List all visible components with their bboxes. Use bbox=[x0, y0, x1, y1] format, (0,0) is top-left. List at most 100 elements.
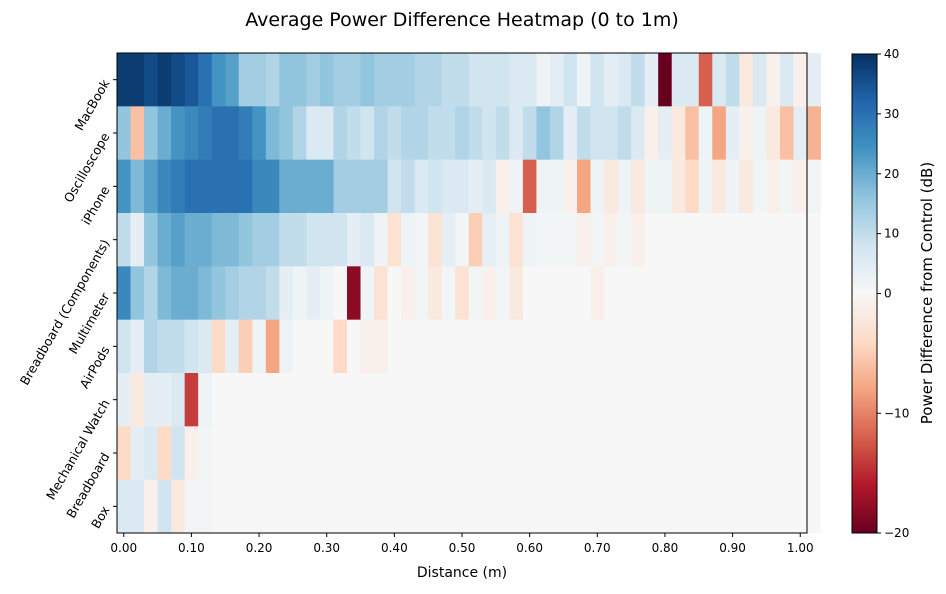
heatmap-cell bbox=[265, 426, 280, 481]
heatmap-cell bbox=[793, 159, 808, 214]
heatmap-cell bbox=[563, 159, 578, 214]
heatmap-cell bbox=[482, 373, 497, 427]
heatmap-cell bbox=[238, 213, 253, 267]
heatmap-cell bbox=[590, 266, 605, 321]
heatmap-cell bbox=[184, 106, 199, 161]
heatmap-cell bbox=[698, 373, 713, 427]
heatmap-cell bbox=[644, 53, 659, 107]
heatmap-cell bbox=[374, 373, 388, 427]
heatmap-cell bbox=[428, 213, 443, 267]
heatmap-cell bbox=[617, 159, 632, 214]
heatmap-cell bbox=[360, 53, 375, 107]
heatmap-cell bbox=[333, 266, 348, 321]
heatmap-cell bbox=[739, 213, 754, 267]
heatmap-cell bbox=[590, 213, 605, 267]
heatmap-cell bbox=[536, 213, 551, 267]
heatmap-cell bbox=[604, 373, 618, 427]
heatmap-cell bbox=[563, 266, 578, 321]
heatmap-cell bbox=[238, 319, 253, 374]
heatmap-cell bbox=[333, 53, 348, 107]
heatmap-cell bbox=[509, 426, 524, 481]
heatmap-cell bbox=[144, 426, 158, 481]
heatmap-cell bbox=[401, 426, 416, 481]
heatmap-cell bbox=[157, 319, 172, 374]
heatmap-cell bbox=[793, 213, 808, 267]
heatmap-cell bbox=[252, 479, 267, 534]
heatmap-cell bbox=[157, 53, 172, 107]
heatmap-cell bbox=[807, 159, 821, 214]
heatmap-cell bbox=[509, 373, 524, 427]
heatmap-cell bbox=[319, 373, 334, 427]
x-tick-label: 1.00 bbox=[787, 541, 814, 555]
heatmap-cell bbox=[509, 53, 524, 107]
heatmap-cell bbox=[482, 53, 497, 107]
heatmap-cell bbox=[441, 319, 456, 374]
heatmap-cell bbox=[779, 159, 794, 214]
heatmap-cell bbox=[265, 53, 280, 107]
heatmap-cell bbox=[401, 319, 416, 374]
heatmap-cell bbox=[441, 159, 456, 214]
heatmap-cell bbox=[306, 479, 321, 534]
heatmap-cell bbox=[428, 319, 443, 374]
heatmap-cell bbox=[306, 319, 321, 374]
heatmap-cell bbox=[698, 213, 713, 267]
heatmap-cell bbox=[617, 266, 632, 321]
heatmap-cell bbox=[279, 319, 294, 374]
heatmap-cell bbox=[319, 159, 334, 214]
heatmap-cell bbox=[265, 159, 280, 214]
heatmap-cell bbox=[779, 373, 794, 427]
heatmap-cell bbox=[117, 319, 131, 374]
heatmap-cell bbox=[455, 159, 470, 214]
heatmap-cell bbox=[225, 373, 240, 427]
heatmap-cell bbox=[292, 479, 307, 534]
heatmap-cell bbox=[468, 479, 483, 534]
heatmap-cell bbox=[495, 159, 510, 214]
heatmap-cell bbox=[225, 426, 240, 481]
heatmap-cell bbox=[712, 53, 727, 107]
heatmap-cell bbox=[712, 159, 727, 214]
heatmap-cell bbox=[685, 213, 700, 267]
heatmap-cell bbox=[752, 159, 767, 214]
heatmap-cell bbox=[468, 373, 483, 427]
heatmap-cell bbox=[441, 106, 456, 161]
heatmap-cell bbox=[495, 106, 510, 161]
heatmap-cell bbox=[495, 319, 510, 374]
colorbar-tick-label: 10 bbox=[884, 227, 899, 241]
heatmap-cell bbox=[455, 106, 470, 161]
heatmap-cell bbox=[401, 53, 416, 107]
heatmap-cell bbox=[238, 159, 253, 214]
heatmap-cell bbox=[279, 266, 294, 321]
heatmap-cell bbox=[807, 266, 821, 321]
heatmap-cell bbox=[793, 319, 808, 374]
heatmap-cell bbox=[171, 266, 186, 321]
heatmap-cell bbox=[198, 373, 213, 427]
heatmap-cell bbox=[766, 426, 781, 481]
heatmap-cell bbox=[198, 426, 213, 481]
heatmap-cell bbox=[725, 213, 740, 267]
heatmap-cell bbox=[590, 373, 605, 427]
heatmap-cell bbox=[117, 373, 131, 427]
heatmap-cell bbox=[387, 213, 402, 267]
heatmap-cell bbox=[265, 319, 280, 374]
heatmap-cell bbox=[522, 373, 537, 427]
heatmap-cell bbox=[563, 319, 578, 374]
heatmap-cell bbox=[157, 266, 172, 321]
heatmap-cell bbox=[171, 159, 186, 214]
heatmap-cell bbox=[577, 159, 591, 214]
heatmap-cell bbox=[536, 159, 551, 214]
heatmap-cell bbox=[549, 213, 564, 267]
heatmap-cell bbox=[604, 213, 618, 267]
heatmap-cell bbox=[130, 266, 145, 321]
heatmap-cell bbox=[739, 479, 754, 534]
heatmap-cell bbox=[468, 319, 483, 374]
heatmap-cell bbox=[347, 213, 361, 267]
heatmap-cell bbox=[292, 159, 307, 214]
heatmap-cell bbox=[184, 373, 199, 427]
heatmap-cell bbox=[117, 266, 131, 321]
heatmap-cell bbox=[130, 479, 145, 534]
heatmap-cell bbox=[130, 53, 145, 107]
heatmap-cell bbox=[198, 479, 213, 534]
heatmap-cell bbox=[549, 53, 564, 107]
heatmap-cell bbox=[252, 106, 267, 161]
heatmap-cell bbox=[658, 266, 673, 321]
